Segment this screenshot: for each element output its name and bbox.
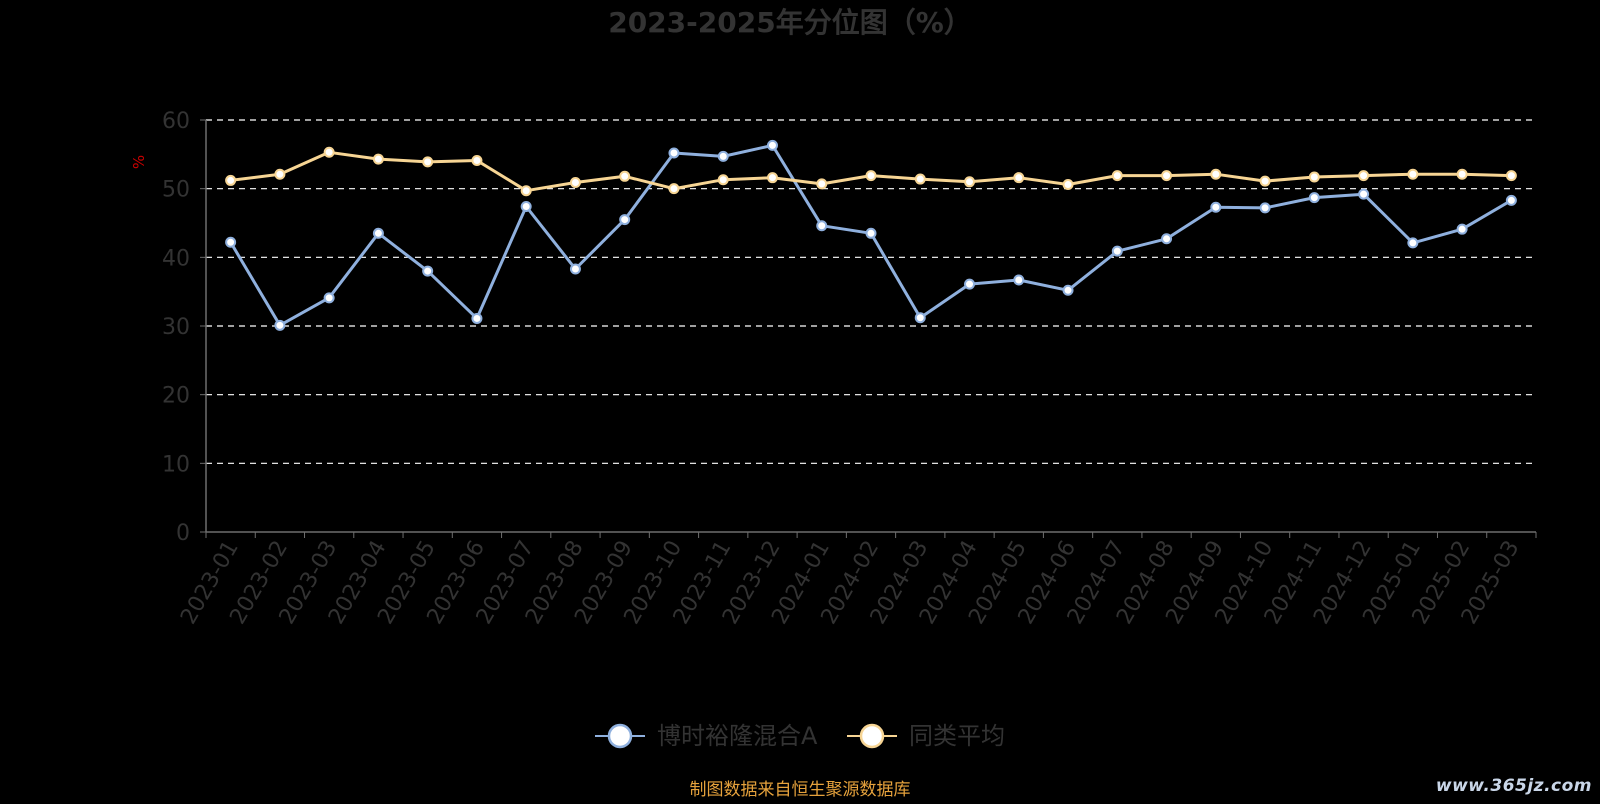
data-point[interactable] [619, 170, 631, 182]
data-point[interactable] [471, 312, 483, 324]
data-point[interactable] [1308, 171, 1320, 183]
series-1 [225, 146, 1517, 197]
y-tick-label: 30 [162, 315, 190, 340]
data-point[interactable] [1013, 172, 1025, 184]
data-point[interactable] [1259, 202, 1271, 214]
data-point[interactable] [372, 227, 384, 239]
data-point[interactable] [766, 139, 778, 151]
data-point[interactable] [1161, 233, 1173, 245]
watermark-text: www.365jz.com [1435, 776, 1592, 796]
data-point[interactable] [422, 265, 434, 277]
data-point[interactable] [1358, 170, 1370, 182]
data-point[interactable] [1407, 168, 1419, 180]
data-point[interactable] [964, 278, 976, 290]
data-point[interactable] [225, 236, 237, 248]
data-point[interactable] [225, 174, 237, 186]
data-point[interactable] [668, 183, 680, 195]
data-point[interactable] [1505, 170, 1517, 182]
data-point[interactable] [717, 174, 729, 186]
data-point[interactable] [964, 176, 976, 188]
data-point[interactable] [717, 150, 729, 162]
data-point[interactable] [1062, 179, 1074, 191]
data-point[interactable] [323, 292, 335, 304]
data-point[interactable] [1161, 170, 1173, 182]
data-point[interactable] [816, 220, 828, 232]
data-point[interactable] [766, 172, 778, 184]
data-point[interactable] [569, 176, 581, 188]
legend-item[interactable]: 同类平均 [847, 722, 1005, 750]
y-tick-label: 10 [162, 452, 190, 477]
y-tick-label: 50 [162, 178, 190, 203]
data-source-note: 制图数据来自恒生聚源数据库 [690, 780, 911, 800]
data-point[interactable] [1111, 170, 1123, 182]
legend-marker [607, 723, 633, 749]
data-point[interactable] [323, 146, 335, 158]
data-point[interactable] [619, 214, 631, 226]
data-point[interactable] [1456, 223, 1468, 235]
y-tick-label: 0 [176, 521, 190, 546]
data-point[interactable] [274, 168, 286, 180]
data-point[interactable] [520, 185, 532, 197]
y-tick-label: 20 [162, 384, 190, 409]
data-point[interactable] [1407, 237, 1419, 249]
data-point[interactable] [1210, 201, 1222, 213]
data-point[interactable] [372, 153, 384, 165]
data-point[interactable] [1358, 188, 1370, 200]
data-point[interactable] [1013, 274, 1025, 286]
data-point[interactable] [520, 201, 532, 213]
y-tick-label: 40 [162, 246, 190, 271]
data-point[interactable] [1111, 245, 1123, 257]
data-point[interactable] [569, 263, 581, 275]
data-point[interactable] [274, 319, 286, 331]
data-point[interactable] [471, 155, 483, 167]
y-tick-label: 60 [162, 109, 190, 134]
axes: 01020304050602023-012023-022023-032023-0… [162, 109, 1537, 629]
legend[interactable]: 博时裕隆混合A 同类平均 [595, 722, 1005, 750]
legend-label: 同类平均 [909, 722, 1005, 750]
data-point[interactable] [668, 147, 680, 159]
data-point[interactable] [1308, 192, 1320, 204]
y-axis-label: % [130, 155, 148, 169]
data-point[interactable] [1259, 175, 1271, 187]
data-point[interactable] [816, 178, 828, 190]
legend-label: 博时裕隆混合A [657, 722, 818, 750]
data-point[interactable] [865, 170, 877, 182]
chart-title: 2023-2025年分位图（%） [608, 6, 972, 39]
data-point[interactable] [422, 156, 434, 168]
data-point[interactable] [1210, 168, 1222, 180]
data-point[interactable] [1456, 168, 1468, 180]
data-point[interactable] [865, 227, 877, 239]
data-point[interactable] [1505, 194, 1517, 206]
data-point[interactable] [1062, 284, 1074, 296]
legend-item[interactable]: 博时裕隆混合A [595, 722, 818, 750]
grid-lines [206, 119, 1536, 464]
data-point[interactable] [914, 173, 926, 185]
series-0 [225, 139, 1517, 331]
data-point[interactable] [914, 312, 926, 324]
series-lines [225, 139, 1517, 331]
legend-marker [859, 723, 885, 749]
